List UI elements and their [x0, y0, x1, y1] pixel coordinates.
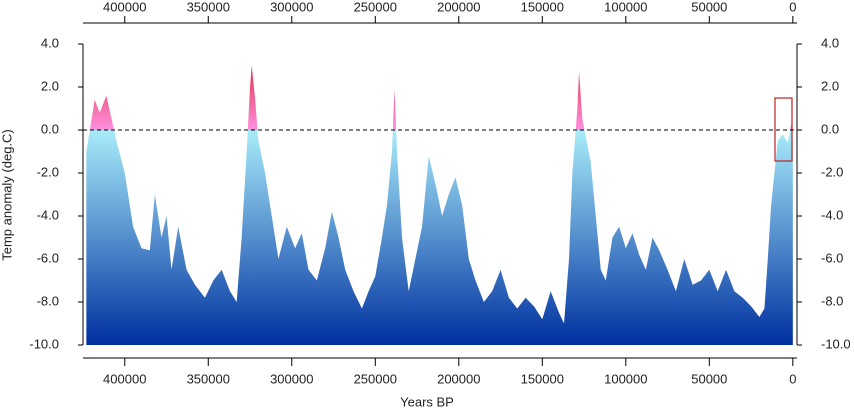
x-axis-label: Years BP — [400, 394, 454, 409]
y-tick-label: -2.0 — [37, 164, 59, 179]
y-tick-label-right: -6.0 — [821, 250, 843, 265]
y-tick-label-right: 2.0 — [821, 78, 839, 93]
y-tick-label-right: -2.0 — [821, 164, 843, 179]
y-tick-label-right: -8.0 — [821, 293, 843, 308]
x-tick-label-top: 250000 — [354, 0, 397, 14]
y-tick-label-right: 0.0 — [821, 121, 839, 136]
x-tick-label-top: 350000 — [187, 0, 230, 14]
y-tick-label-right: -4.0 — [821, 207, 843, 222]
x-tick-label-top: 50000 — [691, 0, 727, 14]
x-tick-label-top: 300000 — [270, 0, 313, 14]
x-tick-label: 350000 — [187, 371, 230, 386]
x-tick-label: 200000 — [437, 371, 480, 386]
x-tick-label-top: 200000 — [437, 0, 480, 14]
y-tick-label: -10.0 — [29, 336, 59, 351]
x-tick-label: 0 — [789, 371, 796, 386]
y-tick-label: 0.0 — [41, 121, 59, 136]
x-tick-label: 100000 — [604, 371, 647, 386]
y-tick-label-right: -10.0 — [821, 336, 851, 351]
x-tick-label: 250000 — [354, 371, 397, 386]
area — [86, 65, 793, 345]
x-tick-label-top: 400000 — [103, 0, 146, 14]
x-tick-label: 50000 — [691, 371, 727, 386]
y-tick-label: -4.0 — [37, 207, 59, 222]
x-tick-label-top: 0 — [789, 0, 796, 14]
x-tick-label: 300000 — [270, 371, 313, 386]
y-tick-label: 2.0 — [41, 78, 59, 93]
y-tick-label: -6.0 — [37, 250, 59, 265]
x-tick-label-top: 150000 — [521, 0, 564, 14]
y-tick-label: -8.0 — [37, 293, 59, 308]
x-tick-label-top: 100000 — [604, 0, 647, 14]
x-tick-label: 400000 — [103, 371, 146, 386]
y-tick-label-right: 4.0 — [821, 35, 839, 50]
y-tick-label: 4.0 — [41, 35, 59, 50]
x-tick-label: 150000 — [521, 371, 564, 386]
y-axis-label: Temp anomaly (deg.C) — [0, 129, 14, 261]
